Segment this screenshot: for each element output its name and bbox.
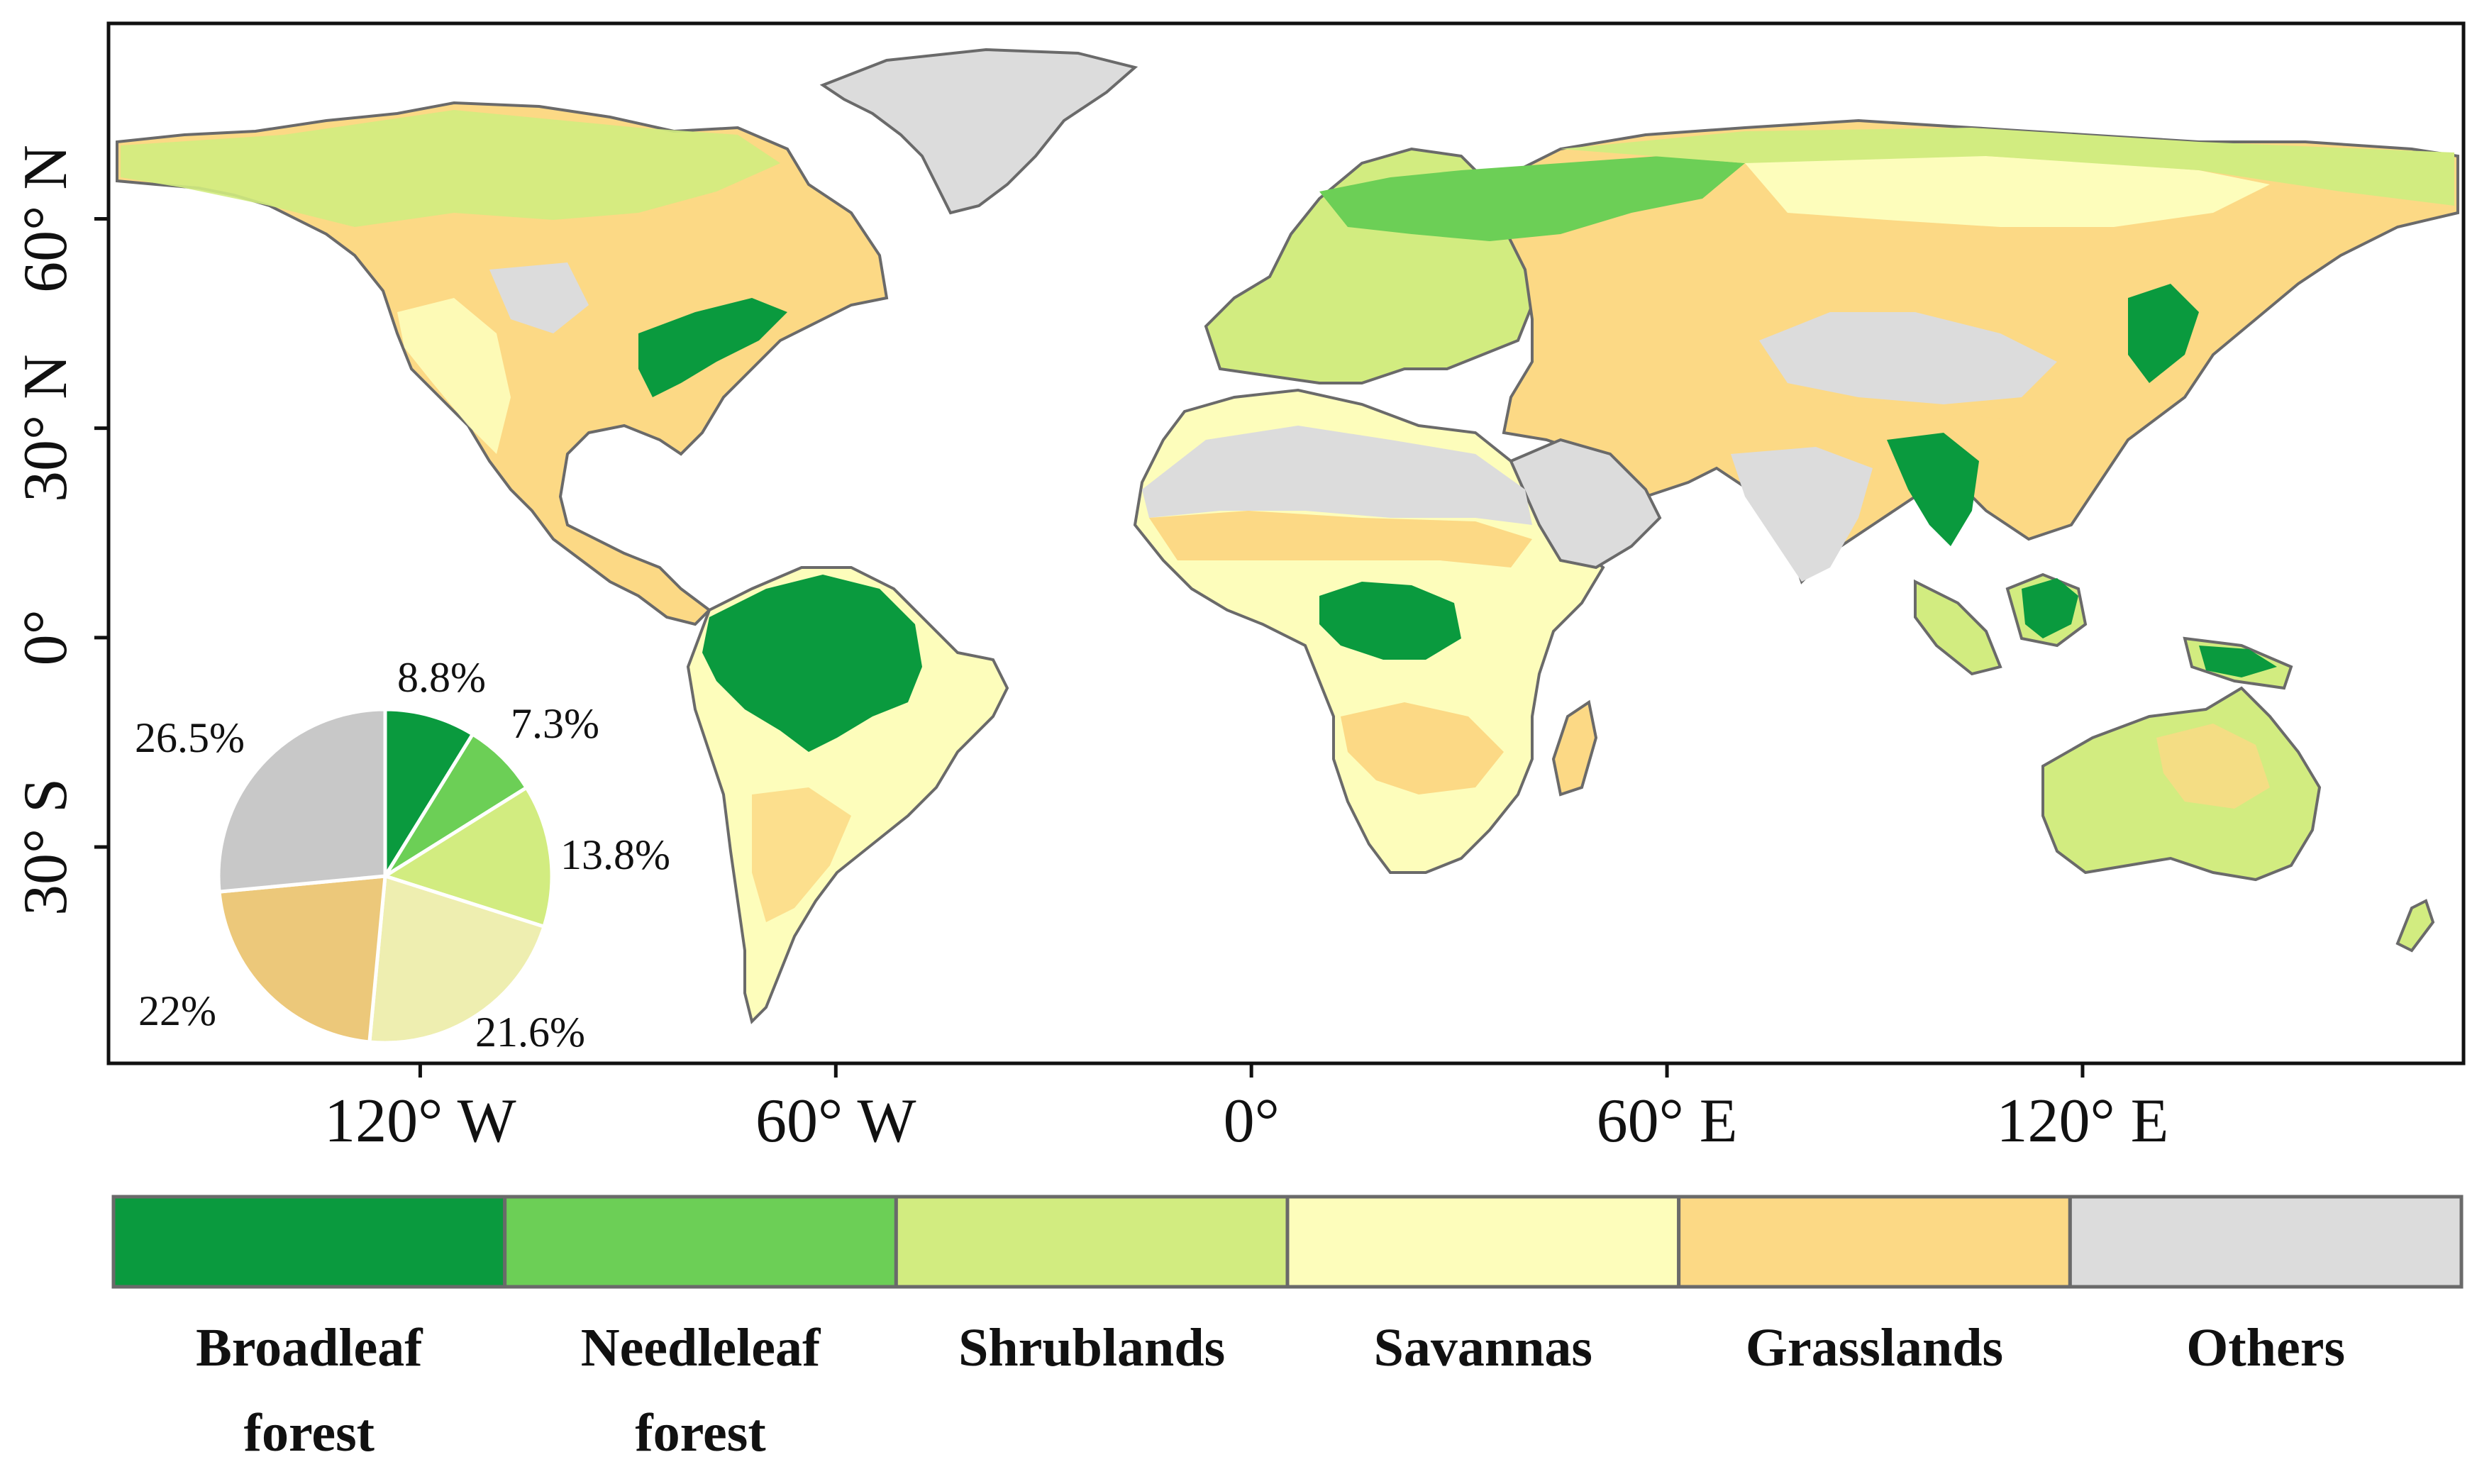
borneo-broadleaf: [2022, 578, 2078, 638]
australia-others: [2156, 724, 2270, 809]
eastern-na-broadleaf: [638, 298, 787, 397]
legend-label-broadleaf: Broadleaf: [196, 1318, 423, 1378]
legend-label-needleleaf: Needleleaf: [581, 1318, 821, 1378]
legend-swatch-grasslands: [1677, 1195, 2072, 1289]
new-zealand: [2395, 899, 2435, 953]
maritime-southeast-asia: [1914, 572, 2293, 690]
legend-label-others: Others: [2186, 1318, 2345, 1378]
legend: Broadleaf forest Needleleaf forest Shrubland…: [111, 1195, 2464, 1463]
india-others: [1731, 447, 1873, 582]
legend-label-broadleaf-line2: forest: [244, 1403, 375, 1463]
sahel-grasslands: [1149, 511, 1532, 567]
pie-label: 13.8%: [560, 831, 670, 878]
land-cover-layer: [116, 48, 2459, 1024]
x-axis: 120° W 60° W 0° 60° E 120° E: [324, 1063, 2168, 1156]
pie-slice-grasslands: [217, 874, 387, 1044]
legend-swatch-shrublands: [894, 1195, 1290, 1289]
pie-slice-savannas: [367, 873, 547, 1045]
y-tick-label: 60° N: [11, 145, 80, 293]
legend-swatch-broadleaf: [111, 1195, 507, 1289]
pie-label: 8.8%: [397, 654, 486, 701]
pie-label: 22%: [138, 987, 216, 1034]
congo-broadleaf: [1319, 582, 1461, 660]
na-desert-others: [489, 262, 589, 333]
x-tick-label: 120° W: [324, 1087, 516, 1156]
pie-label: 26.5%: [135, 714, 245, 761]
x-tick-label: 120° E: [1996, 1087, 2168, 1156]
legend-label-needleleaf-line2: forest: [635, 1403, 765, 1463]
arctic-shrublands-eurasia: [1561, 128, 2454, 206]
pie-slice-broadleaf-forest: [383, 707, 475, 882]
class-patches: [121, 110, 2454, 922]
world-map: 120° W 60° W 0° 60° E 120° E 60° N 30° N 0° 30°…: [11, 21, 2466, 1156]
boreal-shrublands-na: [121, 110, 780, 227]
pie-slice-others: [216, 707, 387, 894]
map-frame: [106, 21, 2466, 1065]
y-tick-label: 30° S: [11, 778, 80, 916]
legend-label-grasslands: Grasslands: [1746, 1318, 2003, 1378]
western-na-savannas: [397, 298, 511, 454]
x-tick-label: 60° E: [1597, 1087, 1738, 1156]
sa-grasslands: [752, 787, 851, 922]
new-guinea-broadleaf: [2199, 646, 2277, 677]
legend-swatch-others: [2068, 1195, 2464, 1289]
legend-swatch-savannas: [1285, 1195, 1681, 1289]
southern-africa-grasslands: [1341, 702, 1504, 794]
arabian-peninsula: [1509, 438, 1662, 570]
x-tick-label: 0°: [1224, 1087, 1280, 1156]
central-asia-others: [1759, 312, 2057, 404]
pie-label: 21.6%: [475, 1009, 585, 1056]
east-asia-broadleaf: [2128, 284, 2199, 383]
madagascar: [1551, 699, 1598, 797]
se-asia-broadleaf: [1887, 433, 1979, 546]
legend-swatch-needleleaf: [503, 1195, 898, 1289]
y-tick-label: 30° N: [11, 354, 80, 502]
y-tick-label: 0°: [11, 609, 80, 665]
boreal-needleleaf-eurasia: [1319, 156, 1745, 241]
sahara-others: [1142, 426, 1532, 525]
legend-label-savannas: Savannas: [1374, 1318, 1592, 1378]
legend-label-shrublands: Shrublands: [958, 1318, 1225, 1378]
amazon-broadleaf: [702, 575, 922, 752]
siberia-savannas: [1745, 149, 2270, 227]
pie-slice-shrublands: [381, 785, 554, 929]
pie-chart: 8.8% 7.3% 13.8% 21.6% 22% 26.5%: [135, 654, 670, 1056]
y-axis: 60° N 30° N 0° 30° S: [11, 145, 109, 916]
pie-label: 7.3%: [511, 700, 599, 747]
greenland: [819, 48, 1138, 215]
x-tick-label: 60° W: [755, 1087, 916, 1156]
